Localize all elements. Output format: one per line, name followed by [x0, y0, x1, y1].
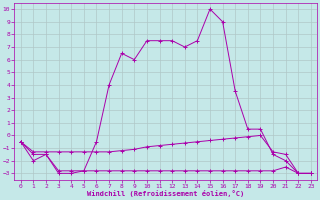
X-axis label: Windchill (Refroidissement éolien,°C): Windchill (Refroidissement éolien,°C): [87, 190, 244, 197]
